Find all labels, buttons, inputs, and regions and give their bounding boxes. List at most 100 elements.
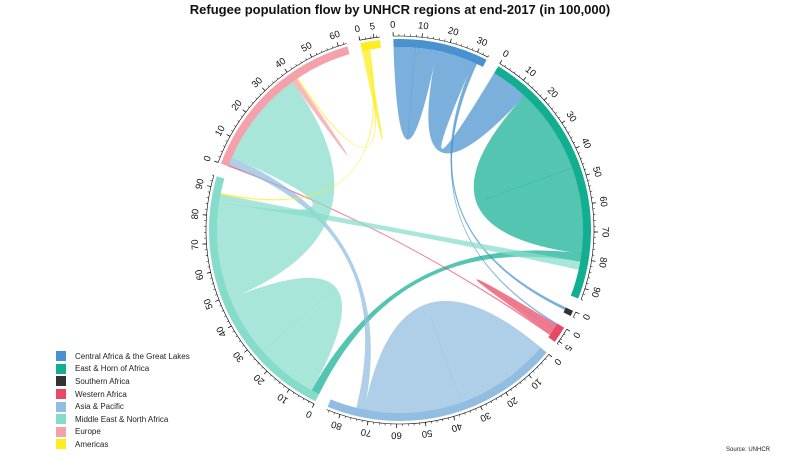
minor-tick — [210, 180, 213, 182]
minor-tick — [532, 370, 535, 373]
ribbon-western-africa-to-western-africa — [476, 279, 557, 335]
minor-tick — [540, 94, 542, 97]
legend-swatch — [56, 376, 66, 387]
minor-tick — [524, 378, 526, 381]
minor-tick — [232, 330, 235, 333]
minor-tick — [555, 112, 557, 114]
legend-swatch — [56, 363, 66, 374]
tick-label: 20 — [545, 85, 560, 100]
major-tick — [584, 288, 589, 291]
minor-tick — [582, 163, 585, 165]
tick-label: 0 — [354, 24, 361, 36]
tick-label: 70 — [599, 227, 610, 238]
minor-tick — [560, 338, 563, 341]
minor-tick — [557, 343, 559, 346]
minor-tick — [515, 385, 517, 388]
major-tick — [263, 370, 268, 375]
minor-tick — [305, 58, 307, 61]
minor-tick — [333, 412, 335, 415]
minor-tick — [580, 299, 584, 301]
axis-line-southern-africa — [572, 311, 577, 318]
arc-east-and-horn-of-africa — [494, 66, 592, 299]
tick-label: 60 — [193, 268, 206, 281]
chart-title: Refugee population flow by UNHCR regions… — [189, 2, 611, 17]
legend-item-central-africa-and-the-great-lakes: Central Africa & the Great Lakes — [56, 350, 190, 363]
minor-tick — [558, 116, 561, 119]
tick-label: 80 — [330, 418, 343, 432]
minor-tick — [564, 126, 567, 129]
minor-tick — [541, 362, 543, 365]
minor-tick — [342, 42, 345, 45]
major-tick — [312, 403, 315, 408]
minor-tick — [215, 294, 218, 296]
minor-tick — [219, 305, 222, 307]
major-tick — [453, 416, 456, 421]
tick-label: 50 — [421, 427, 433, 439]
tick-label: 0 — [570, 330, 582, 340]
tick-label: 5 — [562, 342, 574, 353]
tick-label: 30 — [231, 349, 246, 364]
major-tick — [548, 354, 553, 358]
minor-tick — [536, 90, 538, 93]
legend-item-western-africa: Western Africa — [56, 388, 190, 401]
tick-label: 60 — [597, 196, 609, 208]
major-tick — [244, 349, 248, 353]
arc-americas — [360, 40, 381, 51]
minor-tick — [518, 74, 521, 77]
minor-tick — [547, 103, 550, 105]
tick-label: 30 — [563, 109, 578, 124]
minor-tick — [500, 395, 503, 398]
minor-tick — [580, 157, 583, 159]
axis-line-middle-east-and-north-africa — [205, 175, 315, 405]
minor-tick — [234, 125, 237, 127]
legend-item-europe: Europe — [56, 426, 190, 439]
minor-tick — [495, 398, 498, 401]
minor-tick — [485, 403, 488, 406]
axis-line-americas — [359, 36, 380, 41]
tick-label: 80 — [190, 209, 202, 220]
minor-tick — [461, 43, 463, 47]
minor-tick — [471, 47, 474, 51]
minor-tick — [237, 120, 240, 122]
region-arcs — [208, 38, 592, 422]
ribbon-central-africa-and-the-great-lakes-to-central-africa-and-the-great-lakes — [393, 46, 438, 140]
tick-label: 20 — [230, 98, 245, 113]
tick-label: 0 — [304, 408, 314, 420]
minor-tick — [519, 382, 522, 385]
major-tick — [206, 185, 212, 187]
major-tick — [592, 202, 597, 204]
major-tick — [575, 311, 580, 315]
tick-label: 50 — [202, 297, 216, 311]
tick-label: 20 — [504, 394, 519, 409]
minor-tick — [573, 317, 576, 319]
major-tick — [242, 109, 247, 113]
minor-tick — [586, 282, 589, 284]
major-tick — [366, 421, 369, 426]
minor-tick — [221, 310, 224, 312]
legend-label: Central Africa & the Great Lakes — [75, 351, 190, 361]
minor-tick — [464, 412, 466, 415]
minor-tick — [510, 389, 513, 392]
minor-tick — [211, 174, 214, 176]
major-tick — [505, 392, 509, 397]
major-tick — [561, 120, 566, 124]
major-tick — [477, 48, 480, 53]
minor-tick — [475, 408, 477, 411]
legend-item-southern-africa: Southern Africa — [56, 375, 190, 388]
legend-label: Southern Africa — [75, 376, 130, 386]
tick-label: 60 — [328, 29, 342, 43]
minor-tick — [504, 64, 507, 67]
major-tick — [499, 60, 503, 64]
minor-tick — [527, 82, 530, 85]
major-tick — [528, 374, 532, 379]
minor-tick — [249, 354, 252, 356]
minor-tick — [578, 152, 581, 154]
minor-tick — [272, 81, 274, 84]
axis-line-east-and-horn-of-africa — [499, 63, 595, 300]
tick-label: 10 — [213, 124, 228, 139]
minor-tick — [326, 48, 328, 51]
major-tick — [284, 68, 288, 73]
minor-tick — [302, 398, 305, 401]
major-tick — [358, 36, 361, 41]
arc-central-africa-and-the-great-lakes — [393, 38, 487, 67]
